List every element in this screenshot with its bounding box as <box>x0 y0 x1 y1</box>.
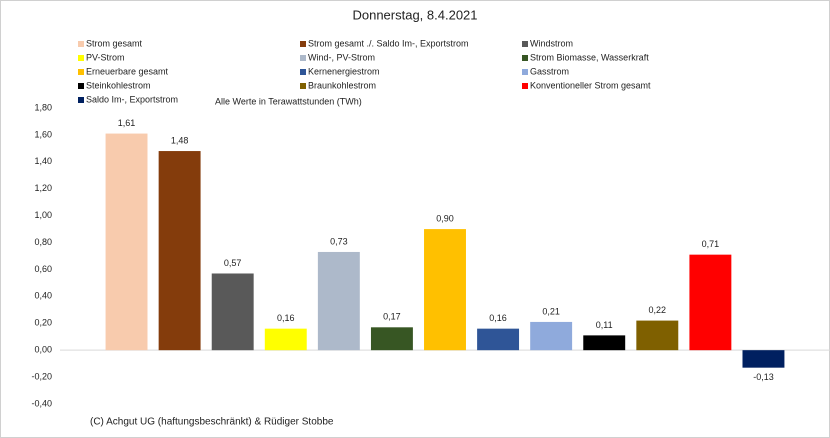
chart-title: Donnerstag, 8.4.2021 <box>352 7 477 22</box>
legend-label: Braunkohlestrom <box>308 80 376 90</box>
legend-swatch <box>78 69 84 75</box>
legend-label: Saldo Im-, Exportstrom <box>86 94 178 104</box>
value-label: 0,21 <box>542 306 560 316</box>
legend-label: PV-Strom <box>86 52 125 62</box>
y-tick-label: 1,00 <box>34 210 52 220</box>
value-label: 0,90 <box>436 213 454 223</box>
legend-swatch <box>300 83 306 89</box>
value-label: 0,17 <box>383 312 401 322</box>
legend-swatch <box>522 55 528 61</box>
value-label: 1,61 <box>118 118 136 128</box>
bar <box>317 251 360 351</box>
y-tick-label: -0,20 <box>31 371 52 381</box>
bar <box>264 328 307 351</box>
copyright: (C) Achgut UG (haftungsbeschränkt) & Rüd… <box>90 417 334 428</box>
legend-swatch <box>300 69 306 75</box>
legend-label: Gasstrom <box>530 66 569 76</box>
legend-label: Windstrom <box>530 38 573 48</box>
value-label: 0,11 <box>596 320 613 330</box>
y-tick-label: 0,40 <box>34 291 52 301</box>
legend-swatch <box>522 83 528 89</box>
legend-swatch <box>300 55 306 61</box>
bar <box>370 327 413 351</box>
bar <box>105 133 148 351</box>
bar <box>424 229 466 351</box>
bar <box>689 254 732 351</box>
y-tick-label: 0,80 <box>34 237 52 247</box>
bar <box>477 328 520 351</box>
bar <box>742 350 785 368</box>
legend-swatch <box>522 41 528 47</box>
legend-swatch <box>300 41 306 47</box>
y-tick-label: 0,60 <box>34 264 52 274</box>
legend-swatch <box>78 55 84 61</box>
legend-label: Konventioneller Strom gesamt <box>530 80 651 90</box>
unit-note: Alle Werte in Terawattstunden (TWh) <box>215 96 362 106</box>
value-label: 0,16 <box>489 313 507 323</box>
bar <box>583 335 626 351</box>
legend-label: Strom gesamt <box>86 38 143 48</box>
bar <box>530 321 573 351</box>
y-tick-label: 0,00 <box>34 345 52 355</box>
value-label: -0,13 <box>753 372 774 382</box>
legend-swatch <box>522 69 528 75</box>
bar <box>211 273 254 351</box>
y-tick-label: 0,20 <box>34 318 52 328</box>
value-label: 0,16 <box>277 313 295 323</box>
bar <box>158 151 201 351</box>
y-tick-label: 1,80 <box>34 102 52 112</box>
legend-label: Strom gesamt ./. Saldo Im-, Exportstrom <box>308 38 469 48</box>
legend-label: Wind-, PV-Strom <box>308 52 375 62</box>
y-tick-label: 1,40 <box>34 156 52 166</box>
legend-label: Erneuerbare gesamt <box>86 66 169 76</box>
bar <box>636 320 679 351</box>
value-label: 1,48 <box>171 135 189 145</box>
y-tick-label: 1,60 <box>34 129 52 139</box>
legend-swatch <box>78 97 84 103</box>
legend-swatch <box>78 41 84 47</box>
y-tick-label: -0,40 <box>31 398 52 408</box>
y-tick-label: 1,20 <box>34 183 52 193</box>
value-label: 0,71 <box>702 239 720 249</box>
value-label: 0,57 <box>224 258 242 268</box>
legend-swatch <box>78 83 84 89</box>
legend-label: Kernenergiestrom <box>308 66 380 76</box>
value-label: 0,22 <box>649 305 667 315</box>
legend-label: Steinkohlestrom <box>86 80 151 90</box>
value-label: 0,73 <box>330 236 348 246</box>
legend-label: Strom Biomasse, Wasserkraft <box>530 52 649 62</box>
